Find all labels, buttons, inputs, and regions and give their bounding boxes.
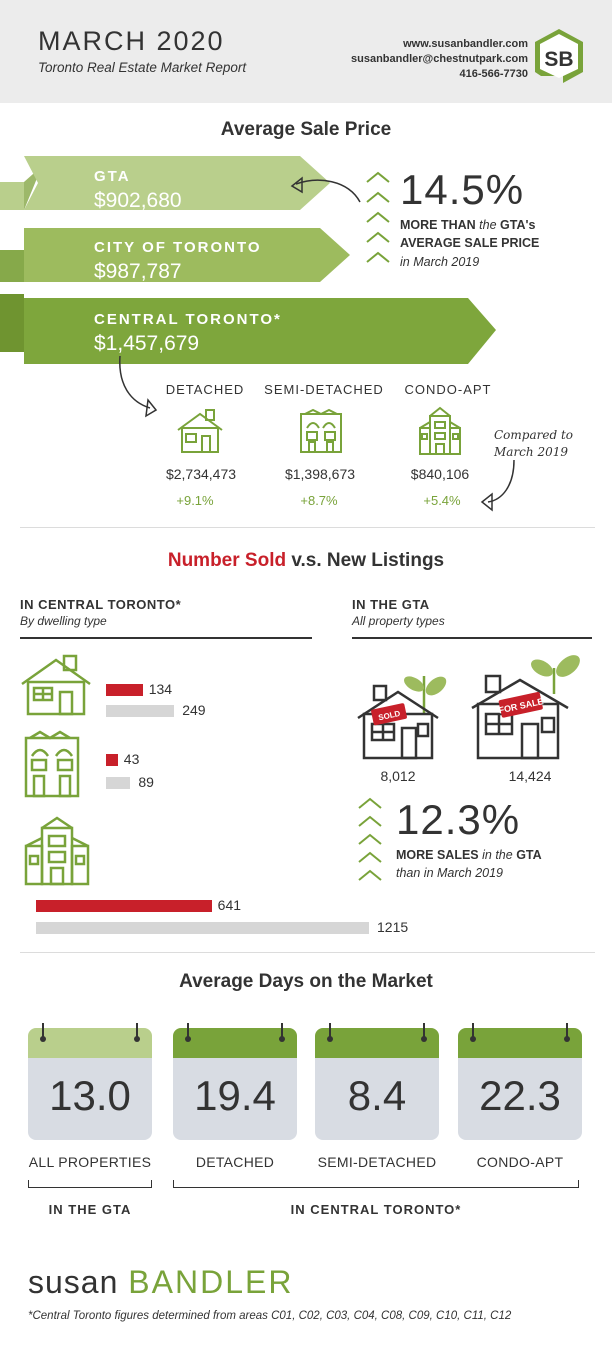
semi-listings-bar [106, 777, 131, 789]
detached-price: $2,734,473 [165, 466, 237, 482]
semi-detached-label: SEMI-DETACHED [264, 382, 384, 397]
calendar-ring-icon [421, 1023, 427, 1042]
calendar-detached: 19.4 [173, 1023, 297, 1140]
central-rule [20, 637, 312, 639]
gta-subheading: All property types [352, 614, 445, 628]
dom-central-label: IN CENTRAL TORONTO* [290, 1202, 462, 1217]
sb-logo-icon: SB [535, 29, 583, 83]
sales-change-pct: 12.3% [396, 796, 521, 843]
up-chevrons-icon [358, 797, 382, 881]
detached-house-icon [21, 654, 91, 716]
up-chevrons-icon [366, 171, 390, 263]
header [0, 0, 612, 103]
calendar-ring-icon [327, 1023, 333, 1042]
avg-price-change-text-3: in March 2019 [400, 255, 480, 269]
semi-detached-house-icon [300, 408, 342, 453]
divider [20, 527, 595, 528]
gta-sold-value: 8,012 [380, 768, 416, 784]
detached-house-icon [177, 409, 223, 453]
central-subheading: By dwelling type [20, 614, 107, 628]
city-toronto-label: CITY OF TORONTO [94, 239, 262, 256]
avg-price-change-text: MORE THAN the GTA's [400, 218, 536, 232]
dom-value: 13.0 [49, 1072, 131, 1119]
avg-price-title: Average Sale Price [220, 119, 392, 140]
detached-listings-value: 249 [182, 702, 206, 718]
calendar-condo-apt: 22.3 [458, 1023, 582, 1140]
condo-apt-change: +5.4% [423, 493, 461, 508]
calendar-semi-detached: 8.4 [315, 1023, 439, 1140]
curved-arrow-icon [290, 176, 361, 203]
sold-house-icon: SOLD [357, 676, 447, 760]
for-sale-house-icon: FOR SALE [471, 655, 580, 760]
central-bracket [173, 1180, 579, 1188]
calendar-all-properties: 13.0 [28, 1023, 152, 1140]
phone-number: 416-566-7730 [459, 68, 528, 80]
condo-listings-bar [36, 922, 369, 934]
dom-value: 22.3 [479, 1072, 561, 1119]
gta-price: $902,680 [94, 189, 182, 212]
semi-detached-house-icon [24, 730, 80, 798]
calendar-ring-icon [564, 1023, 570, 1042]
dom-label-all: ALL PROPERTIES [28, 1154, 152, 1170]
dom-value: 19.4 [194, 1072, 276, 1119]
dom-gta-label: IN THE GTA [48, 1202, 132, 1217]
condo-building-icon [24, 816, 90, 886]
gta-heading: IN THE GTA [352, 597, 430, 612]
condo-listings-value: 1215 [377, 919, 409, 935]
detached-sold-bar [106, 684, 143, 696]
avg-price-change-text-2: AVERAGE SALE PRICE [400, 236, 540, 250]
curved-arrow-left-icon [480, 459, 515, 512]
logo-text: SB [544, 48, 573, 71]
footer-brand: susan BANDLER [28, 1264, 294, 1300]
website-link[interactable]: www.susanbandler.com [403, 38, 528, 50]
semi-sold-value: 43 [123, 751, 140, 767]
central-toronto-price: $1,457,679 [94, 332, 200, 355]
down-arrow-icon [119, 355, 158, 418]
email-link[interactable]: susanbandler@chestnutpark.com [351, 53, 528, 65]
semi-listings-value: 89 [138, 774, 154, 790]
dom-title: Average Days on the Market [179, 971, 433, 992]
dom-label-semi: SEMI-DETACHED [317, 1154, 437, 1170]
detached-change: +9.1% [176, 493, 214, 508]
condo-sold-bar [36, 900, 212, 912]
dom-label-detached: DETACHED [195, 1154, 275, 1170]
calendar-ring-icon [279, 1023, 285, 1042]
condo-apt-price: $840,106 [410, 466, 470, 482]
gta-bracket [28, 1180, 152, 1188]
condo-sold-value: 641 [217, 897, 242, 913]
condo-apt-label: CONDO-APT [404, 382, 492, 397]
footer-note: *Central Toronto figures determined from… [28, 1310, 512, 1322]
compared-note: Compared to March 2019 [494, 428, 574, 459]
calendar-ring-icon [470, 1023, 476, 1042]
dom-value: 8.4 [347, 1072, 407, 1119]
gta-rule [352, 637, 592, 639]
semi-detached-change: +8.7% [300, 493, 338, 508]
city-toronto-price: $987,787 [94, 260, 182, 283]
detached-sold-value: 134 [148, 681, 173, 697]
report-title: MARCH 2020 [38, 26, 225, 56]
central-toronto-label: CENTRAL TORONTO* [94, 311, 282, 328]
calendar-ring-icon [40, 1023, 46, 1042]
detached-listings-bar [106, 705, 175, 717]
sales-change-text-2: than in March 2019 [396, 866, 504, 880]
avg-price-change-pct: 14.5% [400, 166, 525, 213]
dom-label-condo: CONDO-APT [476, 1154, 564, 1170]
report-subtitle: Toronto Real Estate Market Report [38, 60, 247, 75]
condo-building-icon [419, 406, 461, 455]
central-heading: IN CENTRAL TORONTO* [20, 597, 182, 612]
calendar-ring-icon [185, 1023, 191, 1042]
gta-label: GTA [94, 168, 131, 185]
semi-sold-bar [106, 754, 118, 766]
sales-change-text: MORE SALES in the GTA [396, 848, 542, 862]
price-ribbons [0, 156, 496, 364]
detached-label: DETACHED [165, 382, 245, 397]
gta-listings-value: 14,424 [508, 768, 552, 784]
calendar-ring-icon [134, 1023, 140, 1042]
sold-title: Number Sold v.s. New Listings [167, 550, 445, 571]
semi-detached-price: $1,398,673 [284, 466, 356, 482]
divider [20, 952, 595, 953]
